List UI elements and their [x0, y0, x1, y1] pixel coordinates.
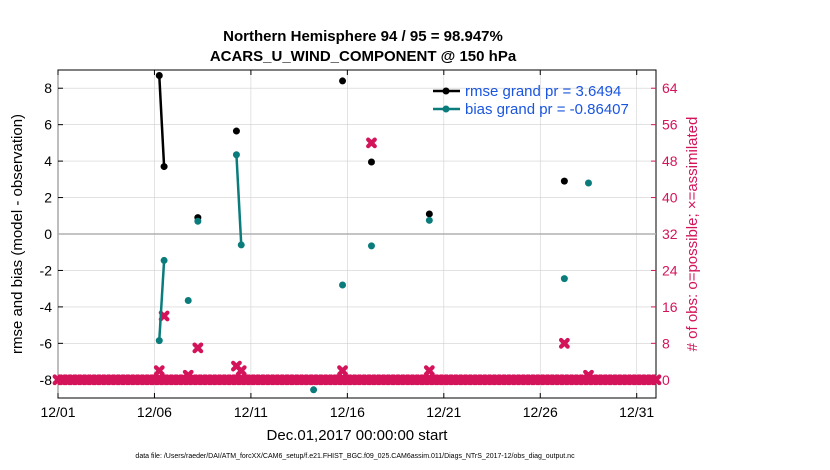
right-tick-label: 48: [662, 153, 678, 169]
x-axis-label: Dec.01,2017 00:00:00 start: [267, 427, 449, 444]
x-tick-label: 12/11: [234, 404, 268, 420]
obs-cross-stroke: [650, 374, 662, 386]
obs-cross-stroke: [158, 310, 170, 322]
obs-cross-stroke: [366, 137, 377, 149]
x-axis-ticks: 12/01 12/06 12/11 12/16 12/21 12/26 12/31: [40, 70, 654, 420]
left-tick-label: 6: [44, 117, 52, 133]
bias-point: [237, 241, 245, 249]
obs-count-marker: [153, 365, 165, 377]
obs-baseline-markers: [52, 374, 662, 386]
right-tick-label: 64: [662, 80, 678, 96]
right-axis-label: # of obs: o=possible; ×=assimilated: [684, 117, 701, 352]
series-points: [155, 71, 592, 394]
obs-count-marker: [423, 365, 435, 377]
bias-point: [425, 216, 433, 224]
obs-cross-stroke: [153, 365, 165, 377]
x-tick-label: 12/31: [619, 404, 654, 420]
left-tick-label: 8: [44, 80, 52, 96]
bias-line-segment: [235, 154, 243, 246]
left-tick-label: 2: [44, 190, 52, 206]
obs-count-marker: [337, 365, 348, 377]
rmse-point: [160, 163, 168, 171]
legend-rmse-marker: [442, 87, 450, 95]
x-tick-label: 12/26: [523, 404, 558, 420]
rmse-point: [232, 127, 240, 135]
x-tick-label: 12/21: [426, 404, 461, 420]
obs-cross-stroke: [235, 365, 247, 377]
x-tick-label: 12/06: [137, 404, 172, 420]
bias-point: [367, 242, 375, 250]
obs-count-marker: [235, 365, 247, 377]
obs-cross-stroke: [182, 369, 194, 381]
obs-cross-stroke: [337, 365, 348, 377]
obs-count-marker: [182, 369, 194, 381]
bias-point: [232, 151, 240, 159]
obs-cross-stroke: [558, 337, 570, 349]
left-axis-label: rmse and bias (model - observation): [9, 114, 26, 354]
obs-count-marker: [366, 137, 377, 149]
bias-point: [184, 297, 192, 305]
data-file-footer: data file: /Users/raeder/DAI/ATM_forcXX/…: [135, 453, 575, 460]
rmse-point: [425, 210, 433, 218]
right-axis-ticks: 0 8 16 24 32 40 48 56 64: [651, 80, 678, 388]
legend-bias-label: bias grand pr = -0.86407: [465, 101, 629, 118]
obs-cross-stroke: [192, 342, 204, 354]
x-tick-label: 12/16: [330, 404, 365, 420]
x-tick-label: 12/01: [40, 404, 75, 420]
right-tick-label: 0: [662, 372, 670, 388]
left-tick-label: 4: [44, 153, 52, 169]
obs-count-markers: [153, 137, 594, 381]
bias-point: [339, 281, 347, 289]
bias-point: [194, 217, 202, 225]
obs-count-marker: [583, 369, 594, 381]
left-tick-label: -8: [40, 372, 53, 388]
bias-point: [160, 256, 168, 264]
right-tick-label: 24: [662, 262, 678, 278]
bias-point: [155, 337, 163, 345]
rmse-point: [560, 177, 568, 185]
right-tick-label: 56: [662, 117, 678, 133]
left-tick-label: -2: [40, 262, 53, 278]
obs-zero-marker: [650, 374, 662, 386]
bias-line-segment: [158, 260, 166, 341]
series-lines: [158, 75, 243, 341]
obs-count-marker: [192, 342, 204, 354]
legend-bias-marker: [442, 105, 450, 113]
chart-title-line1: Northern Hemisphere 94 / 95 = 98.947%: [223, 28, 503, 45]
chart-title-line2: ACARS_U_WIND_COMPONENT @ 150 hPa: [210, 48, 517, 65]
right-tick-label: 40: [662, 190, 678, 206]
rmse-point: [155, 71, 163, 79]
bias-point: [560, 275, 568, 283]
bias-point: [584, 179, 592, 187]
right-tick-label: 8: [662, 335, 670, 351]
left-tick-label: -6: [40, 335, 53, 351]
legend-rmse-label: rmse grand pr = 3.6494: [465, 83, 621, 100]
rmse-point: [367, 158, 375, 166]
right-tick-label: 32: [662, 226, 678, 242]
rmse-line-segment: [158, 75, 166, 167]
left-tick-label: -4: [40, 299, 53, 315]
right-tick-label: 16: [662, 299, 678, 315]
obs-cross-stroke: [583, 369, 594, 381]
rmse-point: [339, 77, 347, 85]
obs-count-marker: [558, 337, 570, 349]
legend: rmse grand pr = 3.6494 bias grand pr = -…: [433, 83, 629, 118]
left-axis-ticks: -8 -6 -4 -2 0 2 4 6 8: [40, 80, 63, 388]
left-tick-label: 0: [44, 226, 52, 242]
bias-point: [310, 386, 318, 394]
obs-cross-stroke: [423, 365, 435, 377]
